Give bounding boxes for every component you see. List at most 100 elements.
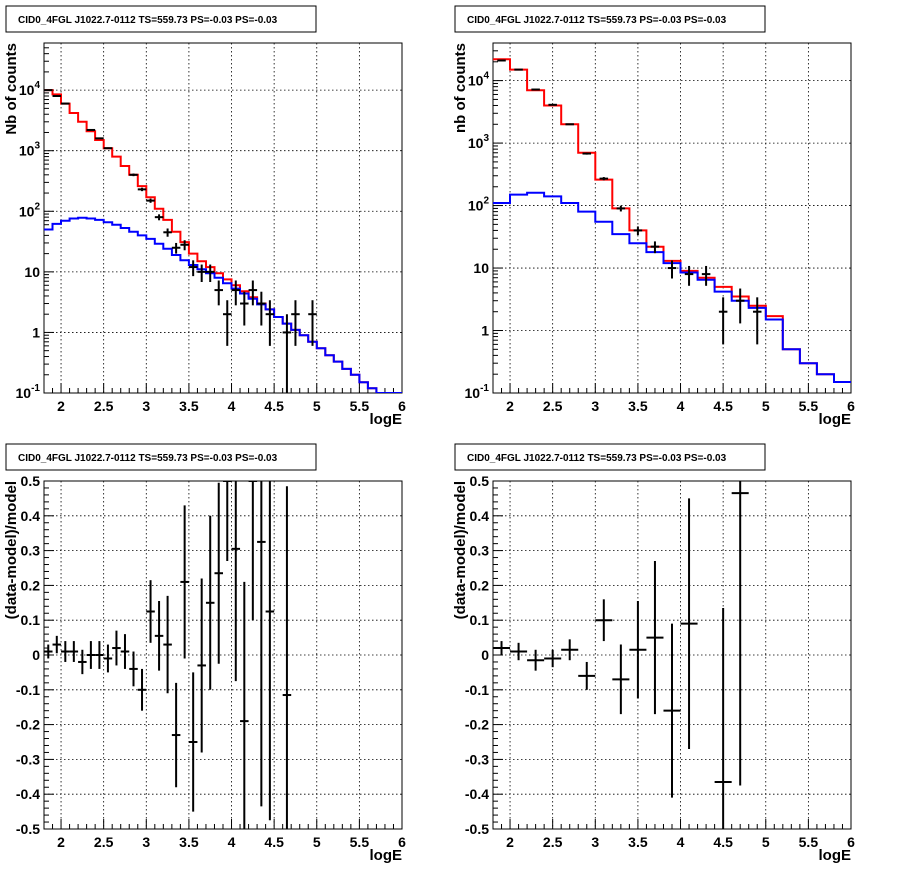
x-tick-label: 5 — [313, 834, 321, 850]
y-tick-label: -0.1 — [16, 682, 40, 698]
x-tick-label: 5.5 — [799, 398, 819, 414]
x-axis-title: logE — [819, 847, 852, 864]
plot-area — [493, 58, 851, 383]
chart-title: CID0_4FGL J1022.7-0112 TS=559.73 PS=-0.0… — [18, 15, 278, 26]
series-1-line — [44, 89, 402, 393]
x-tick-label: 5 — [313, 398, 321, 414]
x-tick-label: 5.5 — [350, 398, 370, 414]
x-tick-label: 2.5 — [543, 398, 563, 414]
x-tick-label: 2 — [57, 834, 65, 850]
y-tick-label: -0.2 — [465, 717, 489, 733]
y-tick-label: 0.4 — [21, 508, 41, 524]
x-tick-label: 3.5 — [179, 834, 199, 850]
chart-title: CID0_4FGL J1022.7-0112 TS=559.73 PS=-0.0… — [18, 453, 278, 464]
x-tick-label: 4.5 — [713, 834, 733, 850]
x-tick-label: 2 — [506, 834, 514, 850]
series-2-errorbars — [500, 481, 742, 829]
y-axis-title: nb of counts — [452, 43, 469, 133]
x-axis-title: logE — [370, 411, 403, 428]
x-tick-label: 4 — [228, 398, 236, 414]
title-box — [454, 443, 766, 471]
x-tick-label: 3.5 — [179, 398, 199, 414]
x-tick-label: 5.5 — [799, 834, 819, 850]
title-box — [5, 443, 317, 471]
y-axis-title: (data-model)/model — [452, 481, 469, 619]
plot-frame — [43, 42, 403, 394]
y-tick-label: -0.1 — [465, 682, 489, 698]
x-tick-label: 4.5 — [264, 398, 284, 414]
y-ticks — [44, 42, 54, 394]
y-ticks — [44, 480, 54, 830]
x-ticks — [43, 819, 403, 829]
y-tick-label: 1 — [481, 323, 489, 339]
x-tick-label: 4 — [677, 398, 685, 414]
y-ticks — [493, 42, 503, 394]
x-tick-label: 2 — [506, 398, 514, 414]
y-tick-label: -0.5 — [465, 821, 489, 837]
y-ticks — [493, 480, 503, 830]
title-box — [5, 5, 317, 33]
x-tick-label: 5 — [762, 834, 770, 850]
y-tick-label: -0.3 — [16, 751, 40, 767]
y-tick-label: -0.3 — [465, 751, 489, 767]
title-box — [454, 5, 766, 33]
series-1-errorbars — [493, 492, 749, 784]
y-tick-label: 0.2 — [21, 577, 41, 593]
series-2-line — [493, 191, 851, 383]
x-tick-label: 6 — [398, 834, 406, 850]
y-tick-label: 0.5 — [21, 473, 41, 489]
x-tick-label: 6 — [847, 834, 855, 850]
y-tick-label: 0.3 — [21, 543, 41, 559]
y-tick-label: 0 — [481, 647, 489, 663]
x-tick-label: 2.5 — [94, 398, 114, 414]
grid — [44, 43, 402, 393]
x-axis-title: logE — [370, 847, 403, 864]
x-tick-label: 3 — [591, 398, 599, 414]
x-tick-label: 3.5 — [628, 834, 648, 850]
x-ticks — [492, 383, 852, 393]
y-tick-label: 0.4 — [470, 508, 490, 524]
y-tick-label: 104 — [468, 71, 490, 89]
y-tick-label: 1 — [32, 324, 40, 340]
series-3-errorbars — [44, 89, 317, 393]
y-tick-label: 0.1 — [21, 612, 41, 628]
y-tick-label: 0.1 — [470, 612, 490, 628]
y-tick-label: -0.4 — [465, 786, 489, 802]
x-tick-label: 5.5 — [350, 834, 370, 850]
y-tick-label: -0.5 — [16, 821, 40, 837]
chart-panel-1: 2 2.5 3 3.5 4 4.5 5 5.5 6 10-1 1 10 102 103 104 logE Nb … — [3, 5, 406, 428]
x-tick-label: 3.5 — [628, 398, 648, 414]
y-tick-label: 103 — [468, 133, 490, 151]
x-tick-label: 5 — [762, 398, 770, 414]
y-tick-label: 10-1 — [465, 383, 490, 401]
y-tick-label: 10-1 — [16, 383, 41, 401]
plot-frame — [492, 42, 852, 394]
series-1-errorbars — [44, 481, 292, 829]
y-tick-label: 102 — [19, 201, 41, 219]
x-tick-label: 3 — [142, 398, 150, 414]
x-tick-label: 4 — [228, 834, 236, 850]
y-tick-label: 0.5 — [470, 473, 490, 489]
series-3-errorbars — [497, 59, 762, 345]
x-tick-label: 2 — [57, 398, 65, 414]
chart-panel-2: 2 2.5 3 3.5 4 4.5 5 5.5 6 10-1 1 10 102 103 104 logE nb … — [452, 5, 855, 428]
y-axis-title: (data-model)/model — [3, 481, 20, 619]
chart-panel-3: 2 2.5 3 3.5 4 4.5 5 5.5 6 -0.5 -0.4 -0.3 -0.2 -0.1 0 0.… — [3, 443, 406, 864]
y-tick-label: 104 — [19, 80, 41, 98]
plot-area — [44, 481, 292, 829]
y-tick-label: 10 — [473, 260, 489, 276]
x-ticks — [492, 819, 852, 829]
y-tick-label: 0 — [32, 647, 40, 663]
series-1-line — [493, 58, 851, 383]
chart-title: CID0_4FGL J1022.7-0112 TS=559.73 PS=-0.0… — [467, 15, 727, 26]
chart-panel-4: 2 2.5 3 3.5 4 4.5 5 5.5 6 -0.5 -0.4 -0.3 -0.2 -0.1 0 0.… — [452, 443, 855, 864]
x-tick-label: 6 — [398, 398, 406, 414]
plot-area — [44, 89, 402, 393]
y-tick-label: 10 — [24, 264, 40, 280]
plot-area — [493, 481, 749, 829]
y-tick-label: 102 — [468, 196, 490, 214]
x-tick-label: 3 — [142, 834, 150, 850]
x-tick-label: 4.5 — [713, 398, 733, 414]
x-tick-label: 2.5 — [94, 834, 114, 850]
